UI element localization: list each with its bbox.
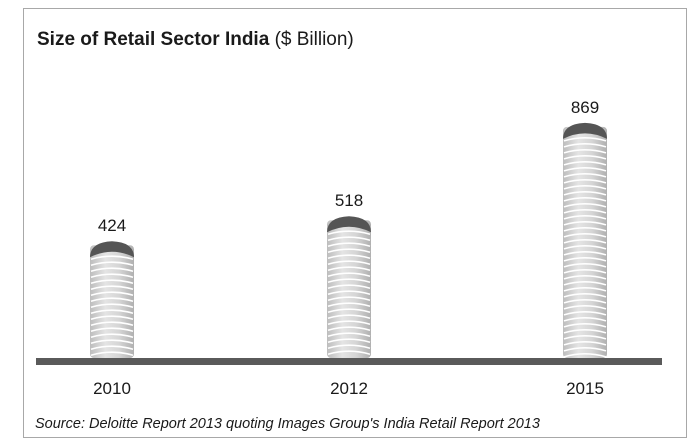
bar-coil-ring [563, 179, 607, 184]
bar-coil-ring [563, 305, 607, 310]
bar-coil-ring [563, 191, 607, 196]
bar-coil-ring [563, 137, 607, 142]
bar-coil-ring [327, 272, 371, 277]
chart-title: Size of Retail Sector India ($ Billion) [37, 29, 354, 51]
bar-coil-ring [90, 273, 134, 278]
bar-coil-ring [563, 203, 607, 208]
bar-coil-ring [90, 255, 134, 260]
x-tick-label: 2015 [566, 379, 604, 398]
x-tick-label: 2012 [330, 379, 368, 398]
bar-coil-ring [563, 329, 607, 334]
bar-coil-ring [563, 287, 607, 292]
bar-coil-ring [90, 321, 134, 326]
bar-coil-ring [90, 261, 134, 266]
bar-coil-ring [563, 281, 607, 286]
bar-coil-ring [327, 230, 371, 235]
bar-coil-ring [563, 173, 607, 178]
chart-unit-label: ($ Billion) [274, 29, 354, 50]
bar-coil-ring [90, 333, 134, 338]
bar-coil-ring [563, 239, 607, 244]
bar-coil-ring [90, 309, 134, 314]
bar-2010 [90, 241, 134, 358]
bar-coil-ring [327, 260, 371, 265]
bar-coil-ring [563, 155, 607, 160]
bar-coil-ring [327, 248, 371, 253]
bar-coil-ring [90, 345, 134, 350]
bar-body [327, 220, 371, 358]
bar-coil-ring [327, 350, 371, 355]
bar-coil-ring [90, 351, 134, 356]
bar-coil-ring [563, 299, 607, 304]
bar-coil-ring [327, 302, 371, 307]
bar-coil-ring [327, 314, 371, 319]
bar-coil-ring [90, 339, 134, 344]
value-label: 869 [571, 98, 599, 117]
bar-coil-ring [90, 327, 134, 332]
bar-coil-ring [563, 185, 607, 190]
bar-coil-ring [563, 263, 607, 268]
bar-coil-ring [327, 242, 371, 247]
bar-coil-ring [90, 315, 134, 320]
labels-layer: 424 2010 518 2012 869 2015 [93, 98, 604, 398]
bars-layer [90, 122, 607, 358]
bar-coil-ring [90, 285, 134, 290]
bar-cap [563, 122, 607, 139]
bar-coil-ring [90, 267, 134, 272]
bar-coil-ring [563, 335, 607, 340]
bar-coil-ring [563, 293, 607, 298]
bar-coil-ring [563, 143, 607, 148]
bar-coil-ring [563, 209, 607, 214]
bar-coil-ring [327, 320, 371, 325]
bar-coil-ring [90, 291, 134, 296]
bar-coil-ring [563, 167, 607, 172]
x-tick-label: 2010 [93, 379, 131, 398]
bar-coil-ring [563, 221, 607, 226]
bar-2015 [563, 122, 607, 358]
bar-coil-ring [327, 254, 371, 259]
bar-coil-ring [327, 236, 371, 241]
bar-coil-ring [563, 251, 607, 256]
bar-coil-ring [563, 197, 607, 202]
bar-coil-ring [563, 311, 607, 316]
bar-coil-ring [563, 317, 607, 322]
bar-coil-ring [327, 326, 371, 331]
value-label: 424 [98, 216, 126, 235]
bar-coil-ring [563, 245, 607, 250]
chart-title-text: Size of Retail Sector India [37, 29, 270, 50]
bar-coil-ring [563, 323, 607, 328]
bar-coil-ring [327, 338, 371, 343]
bar-coil-ring [563, 215, 607, 220]
bar-coil-ring [563, 347, 607, 352]
source-note: Source: Deloitte Report 2013 quoting Ima… [35, 416, 540, 432]
bar-coil-ring [563, 269, 607, 274]
bar-coil-ring [563, 353, 607, 358]
x-axis-baseline [36, 358, 662, 365]
bar-coil-ring [563, 341, 607, 346]
bar-2012 [327, 216, 371, 358]
bar-coil-ring [563, 227, 607, 232]
value-label: 518 [335, 191, 363, 210]
bar-coil-ring [327, 266, 371, 271]
bar-coil-ring [327, 278, 371, 283]
bar-coil-ring [563, 257, 607, 262]
bar-coil-ring [563, 233, 607, 238]
bar-coil-ring [563, 161, 607, 166]
bar-coil-ring [90, 279, 134, 284]
bar-coil-ring [327, 284, 371, 289]
bar-coil-ring [327, 308, 371, 313]
bar-coil-ring [327, 296, 371, 301]
bar-coil-ring [563, 275, 607, 280]
bar-coil-ring [563, 149, 607, 154]
bar-coil-ring [90, 303, 134, 308]
bar-cap [327, 216, 371, 233]
bar-coil-ring [327, 344, 371, 349]
bar-coil-ring [327, 332, 371, 337]
bar-coil-ring [90, 297, 134, 302]
bar-cap [90, 241, 134, 258]
bar-coil-ring [327, 290, 371, 295]
